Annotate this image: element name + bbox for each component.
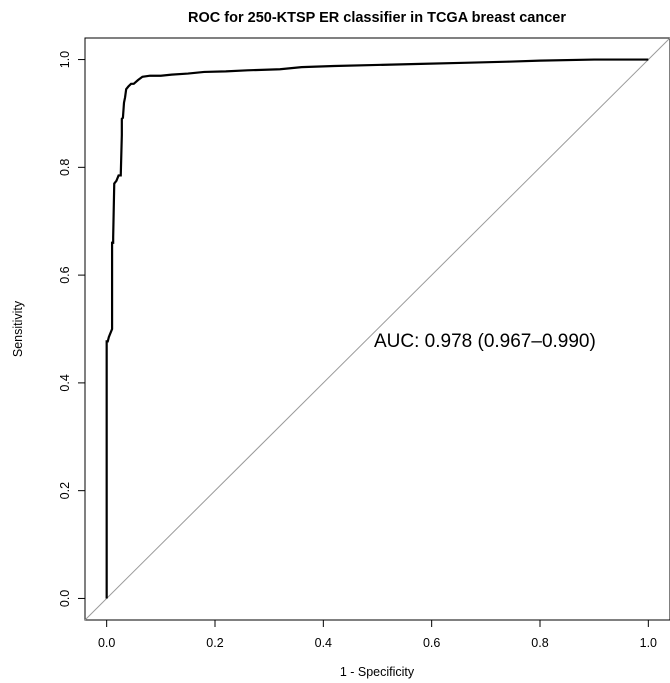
y-axis: 0.0 0.2 0.4 0.6 0.8 1.0 [58, 51, 85, 607]
x-axis-label: 1 - Specificity [340, 665, 415, 679]
x-tick-label: 0.6 [423, 636, 440, 650]
y-tick-label: 0.2 [58, 482, 72, 499]
y-tick-label: 0.8 [58, 159, 72, 176]
x-tick-label: 0.0 [98, 636, 115, 650]
chart-title: ROC for 250-KTSP ER classifier in TCGA b… [188, 10, 566, 26]
x-tick-label: 0.8 [531, 636, 548, 650]
roc-curve [105, 58, 649, 599]
x-axis: 0.0 0.2 0.4 0.6 0.8 1.0 [98, 620, 657, 650]
y-axis-label: Sensitivity [11, 300, 25, 357]
y-tick-label: 1.0 [58, 51, 72, 68]
y-tick-label: 0.0 [58, 590, 72, 607]
x-tick-label: 0.2 [206, 636, 223, 650]
reference-diagonal [84, 37, 670, 621]
x-tick-label: 0.4 [315, 636, 332, 650]
y-tick-label: 0.4 [58, 374, 72, 391]
x-tick-label: 1.0 [640, 636, 657, 650]
auc-annotation: AUC: 0.978 (0.967–0.990) [374, 331, 596, 352]
plot-frame [84, 37, 670, 621]
y-tick-label: 0.6 [58, 266, 72, 283]
